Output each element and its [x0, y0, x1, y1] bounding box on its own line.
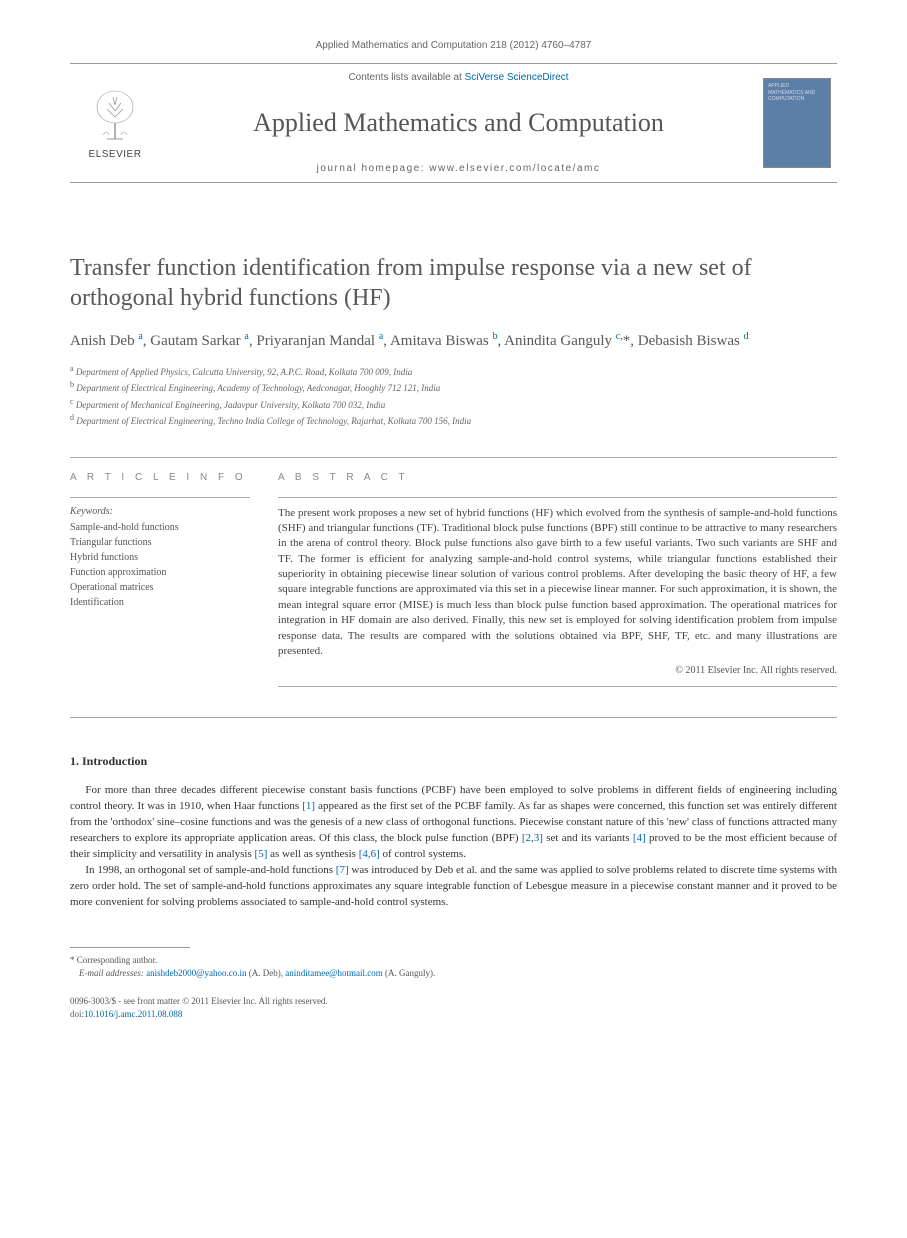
- ref-link[interactable]: [7]: [336, 864, 349, 876]
- keyword-item: Hybrid functions: [70, 550, 250, 565]
- full-width-rule: [70, 717, 837, 718]
- doi-label: doi:: [70, 1009, 84, 1019]
- contents-available-line: Contents lists available at SciVerse Sci…: [160, 72, 757, 83]
- abstract-copyright: © 2011 Elsevier Inc. All rights reserved…: [278, 665, 837, 676]
- info-rule: [70, 497, 250, 498]
- keyword-item: Triangular functions: [70, 535, 250, 550]
- affiliation-line: b Department of Electrical Engineering, …: [70, 379, 837, 396]
- affiliations: a Department of Applied Physics, Calcutt…: [70, 363, 837, 429]
- keyword-item: Identification: [70, 595, 250, 610]
- article-title: Transfer function identification from im…: [70, 253, 837, 313]
- ref-link[interactable]: [5]: [255, 848, 268, 860]
- affiliation-line: c Department of Mechanical Engineering, …: [70, 396, 837, 413]
- journal-cover-thumb: APPLIED MATHEMATICS AND COMPUTATION: [763, 78, 831, 168]
- footnotes: * Corresponding author. E-mail addresses…: [70, 954, 837, 981]
- issn-line: 0096-3003/$ - see front matter © 2011 El…: [70, 995, 837, 1009]
- email-link-2[interactable]: aninditamee@hotmail.com: [285, 968, 383, 978]
- masthead-center: Contents lists available at SciVerse Sci…: [160, 64, 757, 182]
- introduction-body: For more than three decades different pi…: [70, 783, 837, 911]
- ref-link[interactable]: [1]: [302, 800, 315, 812]
- email-1-attribution: (A. Deb),: [246, 968, 285, 978]
- keywords-label: Keywords:: [70, 506, 250, 517]
- keywords-list: Sample-and-hold functionsTriangular func…: [70, 520, 250, 610]
- info-abstract-row: A R T I C L E I N F O Keywords: Sample-a…: [70, 457, 837, 696]
- ref-link[interactable]: [4,6]: [359, 848, 380, 860]
- ref-link[interactable]: [4]: [633, 832, 646, 844]
- publisher-logo-block: ELSEVIER: [70, 64, 160, 182]
- journal-reference: Applied Mathematics and Computation 218 …: [70, 40, 837, 51]
- sciencedirect-link[interactable]: SciVerse ScienceDirect: [465, 72, 569, 83]
- footer-block: 0096-3003/$ - see front matter © 2011 El…: [70, 995, 837, 1022]
- email-label: E-mail addresses:: [79, 968, 144, 978]
- keyword-item: Operational matrices: [70, 580, 250, 595]
- footnote-rule: [70, 947, 190, 948]
- section-1-heading: 1. Introduction: [70, 754, 837, 769]
- abstract-heading: A B S T R A C T: [278, 472, 837, 483]
- affiliation-line: d Department of Electrical Engineering, …: [70, 412, 837, 429]
- journal-homepage: journal homepage: www.elsevier.com/locat…: [160, 163, 757, 174]
- abstract-column: A B S T R A C T The present work propose…: [278, 458, 837, 696]
- email-addresses-line: E-mail addresses: anishdeb2000@yahoo.co.…: [70, 967, 837, 981]
- email-link-1[interactable]: anishdeb2000@yahoo.co.in: [146, 968, 246, 978]
- article-info-heading: A R T I C L E I N F O: [70, 472, 250, 483]
- abstract-top-rule: [278, 497, 837, 498]
- doi-line: doi:10.1016/j.amc.2011.08.088: [70, 1008, 837, 1022]
- keyword-item: Sample-and-hold functions: [70, 520, 250, 535]
- cover-thumbnail-block: APPLIED MATHEMATICS AND COMPUTATION: [757, 64, 837, 182]
- elsevier-tree-icon: [85, 87, 145, 147]
- intro-para-2: In 1998, an orthogonal set of sample-and…: [70, 863, 837, 911]
- email-2-attribution: (A. Ganguly).: [383, 968, 436, 978]
- corresponding-author-note: * Corresponding author.: [70, 954, 837, 968]
- author-list: Anish Deb a, Gautam Sarkar a, Priyaranja…: [70, 329, 837, 353]
- article-info-column: A R T I C L E I N F O Keywords: Sample-a…: [70, 458, 250, 696]
- doi-link[interactable]: 10.1016/j.amc.2011.08.088: [84, 1009, 182, 1019]
- publisher-name: ELSEVIER: [89, 149, 142, 160]
- keyword-item: Function approximation: [70, 565, 250, 580]
- contents-prefix: Contents lists available at: [348, 72, 464, 83]
- masthead: ELSEVIER Contents lists available at Sci…: [70, 63, 837, 183]
- journal-title: Applied Mathematics and Computation: [160, 108, 757, 138]
- ref-link[interactable]: [2,3]: [522, 832, 543, 844]
- intro-para-1: For more than three decades different pi…: [70, 783, 837, 863]
- affiliation-line: a Department of Applied Physics, Calcutt…: [70, 363, 837, 380]
- abstract-bottom-rule: [278, 686, 837, 687]
- abstract-text: The present work proposes a new set of h…: [278, 506, 837, 660]
